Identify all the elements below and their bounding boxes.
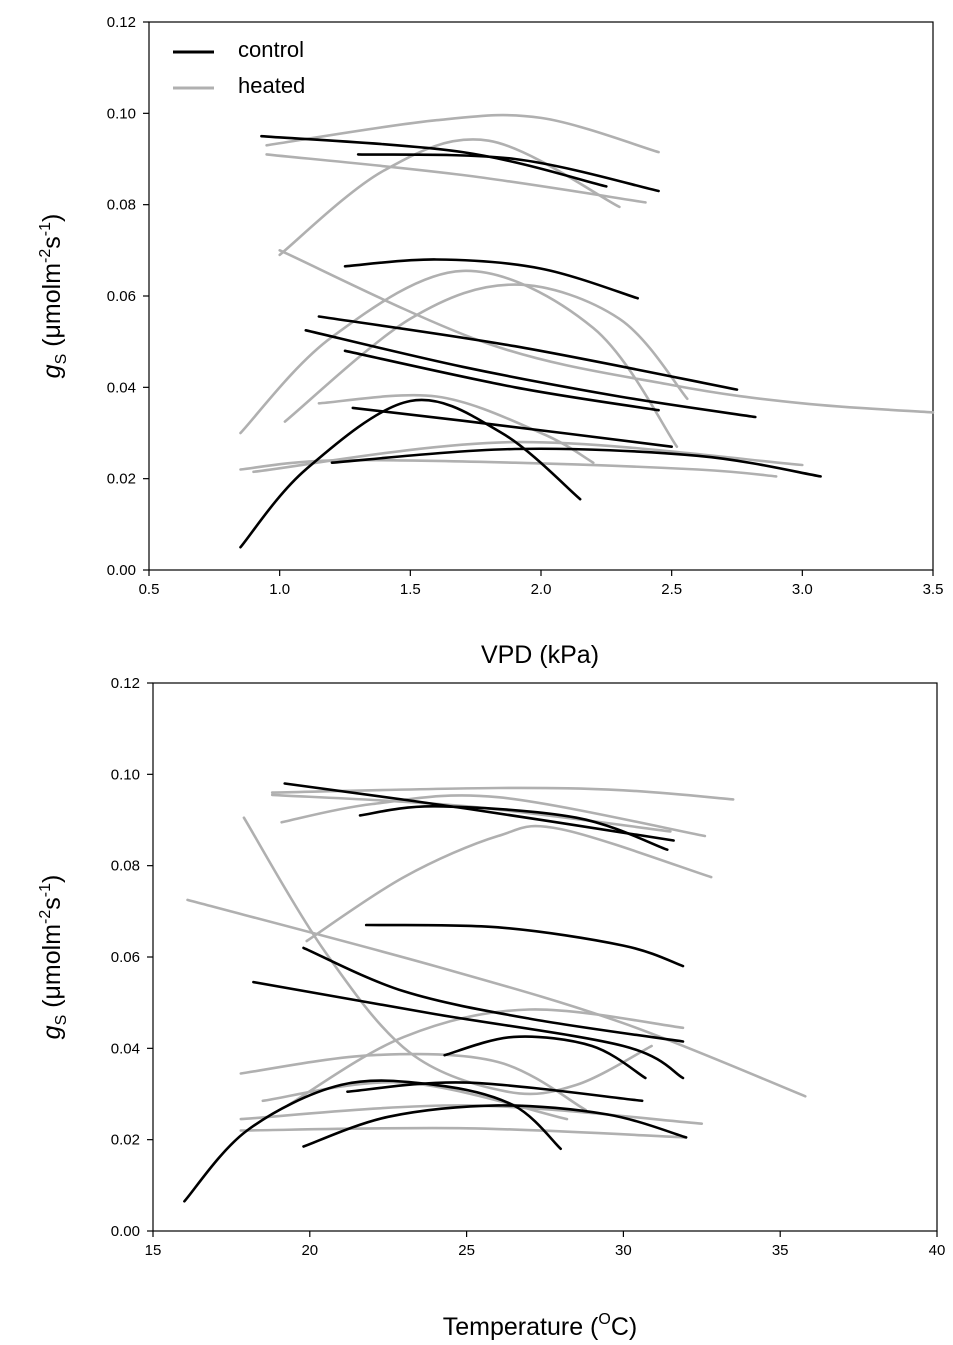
series-line-heated [239,1126,688,1139]
y-tick-label: 0.04 [111,1040,140,1057]
y-tick-label: 0.02 [107,471,136,488]
y-tick-label: 0.00 [107,562,136,579]
axes-layer: 15 20 25 30 35 40 0.00 0.02 0.04 0.06 0.08 0.10 0.12 [111,675,946,1259]
chart-temperature: 15 20 25 30 35 40 0.00 0.02 0.04 0.06 0.08 0.10 0.12… [37,675,945,1341]
y-tick-label: 0.08 [107,197,136,214]
y-axis-label: gS (μmolm-2s-1) [37,875,70,1040]
x-tick-label: 40 [929,1242,946,1259]
x-tick-label: 15 [145,1242,162,1259]
series-line-control [330,447,822,478]
x-axis-label: Temperature (OC) [443,1311,637,1341]
series-line-heated [239,458,778,478]
series-line-heated [239,1052,588,1112]
y-tick-label: 0.10 [111,766,140,783]
legend: control heated [173,37,305,98]
y-axis-label: gS (μmolm-2s-1) [37,214,70,379]
series-line-control [304,329,757,419]
series-line-heated [242,816,653,1096]
y-tick-label: 0.06 [107,288,136,305]
y-tick-label: 0.10 [107,105,136,122]
series-line-control [443,1035,647,1080]
x-tick-label: 2.5 [661,581,682,598]
x-tick-label: 1.0 [269,581,290,598]
y-tick-label: 0.00 [111,1223,140,1240]
x-tick-label: 2.0 [531,581,552,598]
series-line-control [239,398,582,549]
x-tick-label: 3.0 [792,581,813,598]
series-layer [183,782,807,1203]
x-tick-label: 25 [458,1242,475,1259]
y-tick-label: 0.08 [111,858,140,875]
x-tick-label: 30 [615,1242,632,1259]
y-tick-label: 0.02 [111,1132,140,1149]
series-line-control [183,1079,562,1203]
axes-layer: 0.5 1.0 1.5 2.0 2.5 3.0 3.5 0.00 0.02 0.04 0.06 0.0… [107,14,944,598]
series-line-heated [283,283,689,423]
series-line-control [356,153,660,193]
series-line-heated [280,794,707,838]
y-tick-label: 0.12 [107,14,136,31]
series-line-control [317,315,739,391]
series-line-heated [239,269,679,448]
series-line-control [346,1081,644,1103]
series-line-control [343,349,660,412]
series-line-control [302,946,685,1043]
plot-frame [148,21,934,571]
series-line-control [283,782,675,842]
series-line-heated [278,249,935,414]
series-line-control [252,980,685,1080]
series-line-control [364,923,685,968]
series-line-control [343,258,639,300]
x-tick-label: 0.5 [139,581,160,598]
x-tick-label: 35 [772,1242,789,1259]
legend-label-heated: heated [238,73,305,98]
x-tick-label: 20 [301,1242,318,1259]
series-line-control [260,134,608,188]
x-axis-label: VPD (kPa) [481,641,599,669]
series-line-heated [286,1008,685,1107]
series-line-control [358,804,669,851]
series-line-heated [252,440,804,474]
series-line-heated [317,393,595,464]
chart-vpd: 0.5 1.0 1.5 2.0 2.5 3.0 3.5 0.00 0.02 0.04 0.06 0.0… [37,14,943,669]
series-line-control [351,406,673,448]
x-tick-label: 3.5 [923,581,944,598]
legend-label-control: control [238,37,304,62]
plot-frame [152,682,938,1232]
series-line-heated [270,786,735,801]
y-tick-label: 0.12 [111,675,140,692]
series-line-heated [265,153,647,204]
series-line-heated [278,138,621,257]
series-line-control [302,1104,688,1148]
series-line-heated [305,824,713,943]
y-tick-label: 0.06 [111,949,140,966]
x-tick-label: 1.5 [400,581,421,598]
series-layer [239,113,935,549]
series-line-heated [186,898,807,1098]
series-line-heated [265,113,660,154]
y-tick-label: 0.04 [107,379,136,396]
